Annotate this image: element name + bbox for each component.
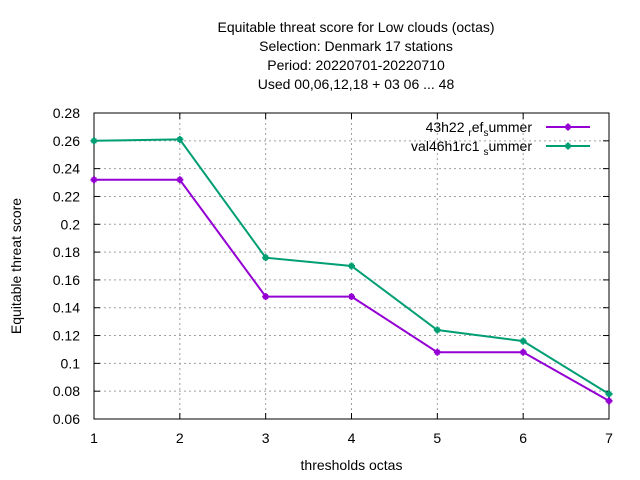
series-lines xyxy=(90,135,613,405)
series-1 xyxy=(90,135,613,398)
data-point xyxy=(434,327,440,333)
x-tick-label: 6 xyxy=(519,430,527,446)
y-tick-label: 0.22 xyxy=(53,188,80,204)
data-point xyxy=(606,391,612,397)
legend-label: 43h22 refsummer xyxy=(426,119,533,139)
data-point xyxy=(349,294,354,300)
data-point xyxy=(520,338,526,344)
data-point xyxy=(434,349,440,355)
data-point xyxy=(91,177,97,183)
axis-ticks: 0.06 0.08 0.1 0.12 0.14 0.16 0.18 0.2 0.22 0.24 0.… xyxy=(53,105,613,446)
title-line: Selection: Denmark 17 stations xyxy=(259,38,453,54)
chart-title: Equitable threat score for Low clouds (o… xyxy=(217,19,494,92)
data-point xyxy=(349,263,354,269)
y-tick-label: 0.06 xyxy=(53,411,80,427)
title-line: Equitable threat score for Low clouds (o… xyxy=(217,19,494,35)
x-tick-label: 3 xyxy=(262,430,270,446)
x-tick-label: 4 xyxy=(348,430,356,446)
x-tick-label: 2 xyxy=(176,430,184,446)
data-point xyxy=(177,136,183,142)
y-tick-label: 0.24 xyxy=(53,161,80,177)
legend-marker xyxy=(565,143,571,149)
y-tick-label: 0.14 xyxy=(53,300,80,316)
y-tick-label: 0.12 xyxy=(53,328,80,344)
series-line xyxy=(94,178,610,402)
x-tick-label: 5 xyxy=(433,430,441,446)
y-tick-label: 0.1 xyxy=(61,355,81,371)
x-tick-label: 7 xyxy=(605,430,613,446)
y-tick-label: 0.16 xyxy=(53,272,80,288)
data-point xyxy=(263,294,269,300)
title-line: Used 00,06,12,18 + 03 06 ... 48 xyxy=(258,76,455,92)
y-tick-label: 0.2 xyxy=(61,216,81,232)
y-tick-label: 0.28 xyxy=(53,105,80,121)
data-point xyxy=(520,349,526,355)
title-line: Period: 20220701-20220710 xyxy=(267,57,445,73)
legend-marker xyxy=(565,124,571,130)
series-0 xyxy=(90,176,613,405)
data-point xyxy=(177,177,183,183)
y-tick-label: 0.18 xyxy=(53,244,80,260)
y-tick-label: 0.08 xyxy=(53,383,80,399)
x-tick-label: 1 xyxy=(90,430,98,446)
data-point xyxy=(606,398,612,404)
legend-label: val46h1rc1 summer xyxy=(411,138,532,158)
y-axis-label: Equitable threat score xyxy=(8,198,24,334)
data-point xyxy=(91,138,97,144)
x-axis-label: thresholds octas xyxy=(301,457,403,473)
data-point xyxy=(263,255,269,261)
y-tick-label: 0.26 xyxy=(53,133,80,149)
